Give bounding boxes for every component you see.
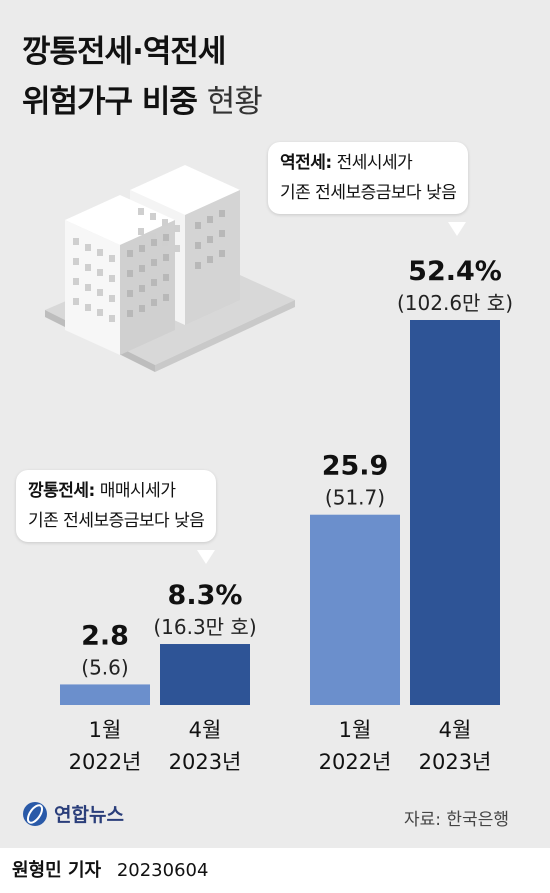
- title-line-2: 위험가구 비중 현황: [22, 76, 263, 121]
- x-label-1-month: 1월: [88, 718, 122, 742]
- bubble-right-line2: 기존 전세보증금보다 낮음: [280, 183, 457, 203]
- bar-value-label-4: 52.4%: [408, 256, 502, 287]
- bar-4: [410, 320, 500, 705]
- bar-sub-label-1: (5.6): [81, 655, 128, 679]
- bubble-right-line1: 전세시세가: [336, 153, 413, 173]
- x-label-1-year: 2022년: [68, 750, 142, 774]
- x-label-4-month: 4월: [438, 718, 472, 742]
- bar-sub-label-3: (51.7): [325, 486, 385, 510]
- bar-chart: (5.6) 2.8 (16.3만 호) 8.3% (51.7) 25.9 (102.6만 호…: [60, 256, 513, 705]
- bubble-left-tail: [197, 550, 215, 564]
- bubble-left-line2: 기존 전세보증금보다 낮음: [28, 511, 205, 531]
- window-grid: [73, 208, 180, 322]
- bubble-left-term: 깡통전세:: [28, 481, 95, 501]
- x-label-2-year: 2023년: [168, 750, 242, 774]
- reporter-name: 원형민 기자: [12, 860, 102, 881]
- bar-2: [160, 644, 250, 705]
- x-label-3-month: 1월: [338, 718, 372, 742]
- title-sub: 현황: [206, 84, 263, 120]
- x-label-3: 1월 2022년: [305, 714, 405, 778]
- x-label-1: 1월 2022년: [55, 714, 155, 778]
- title-main: 위험가구 비중: [22, 84, 198, 120]
- bar-3: [310, 514, 400, 705]
- yonhap-logo: 연합뉴스: [22, 800, 124, 827]
- bubble-right-term: 역전세:: [280, 153, 332, 173]
- bar-sub-label-4: (102.6만 호): [397, 291, 513, 315]
- title-line-1: 깡통전세·역전세: [22, 34, 226, 70]
- apartment-building-illustration: [45, 165, 295, 372]
- bar-value-label-1: 2.8: [81, 620, 129, 651]
- x-label-2-month: 4월: [188, 718, 222, 742]
- bubble-reverse-jeonse: 역전세: 전세시세가 기존 전세보증금보다 낮음: [268, 142, 469, 214]
- logo-text: 연합뉴스: [54, 804, 124, 826]
- bar-value-label-2: 8.3%: [168, 580, 243, 611]
- bubble-right-tail: [448, 222, 466, 236]
- infographic-card: 깡통전세·역전세 위험가구 비중 현황: [0, 0, 550, 848]
- publish-date: 20230604: [116, 860, 209, 881]
- bubble-kkangtong-jeonse: 깡통전세: 매매시세가 기존 전세보증금보다 낮음: [16, 470, 217, 542]
- x-label-3-year: 2022년: [318, 750, 392, 774]
- x-label-4-year: 2023년: [418, 750, 492, 774]
- bar-value-label-3: 25.9: [322, 451, 389, 482]
- bar-sub-label-2: (16.3만 호): [153, 615, 256, 639]
- x-label-4: 4월 2023년: [405, 714, 505, 778]
- x-label-2: 4월 2023년: [155, 714, 255, 778]
- bar-1: [60, 684, 150, 705]
- source-note: 자료: 한국은행: [404, 810, 509, 830]
- credit-line: 원형민 기자 20230604: [12, 856, 208, 882]
- yonhap-logo-icon: [23, 801, 47, 826]
- bubble-left-line1: 매매시세가: [99, 481, 176, 501]
